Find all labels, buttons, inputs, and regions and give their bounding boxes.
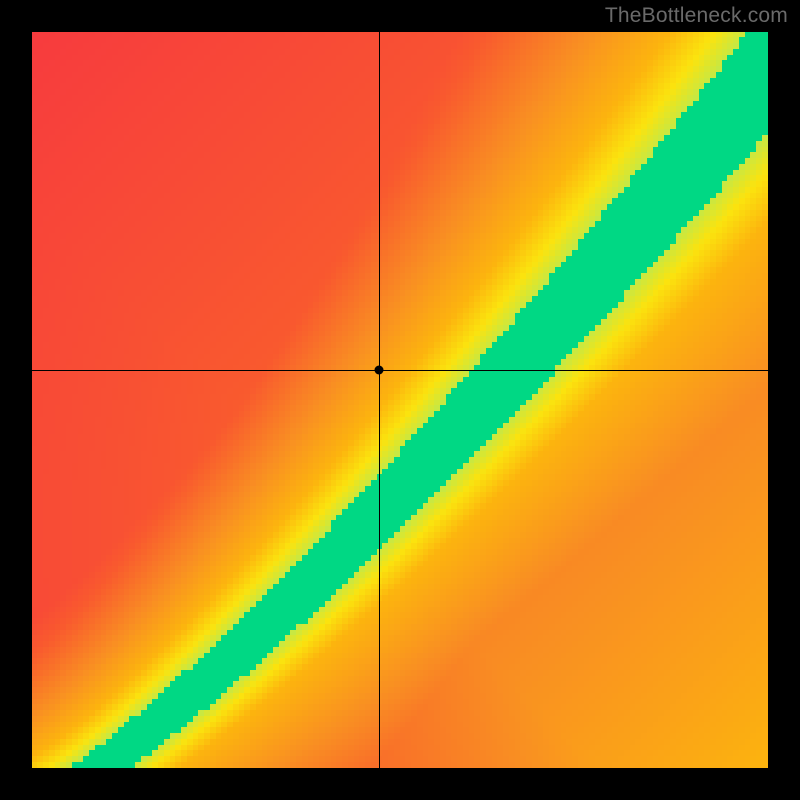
data-point-marker (375, 365, 384, 374)
horizontal-axis-line (32, 370, 768, 371)
heatmap-canvas (32, 32, 768, 768)
vertical-axis-line (379, 32, 380, 768)
chart-outer-frame: TheBottleneck.com (0, 0, 800, 800)
plot-area (32, 32, 768, 768)
watermark-label: TheBottleneck.com (605, 4, 788, 28)
